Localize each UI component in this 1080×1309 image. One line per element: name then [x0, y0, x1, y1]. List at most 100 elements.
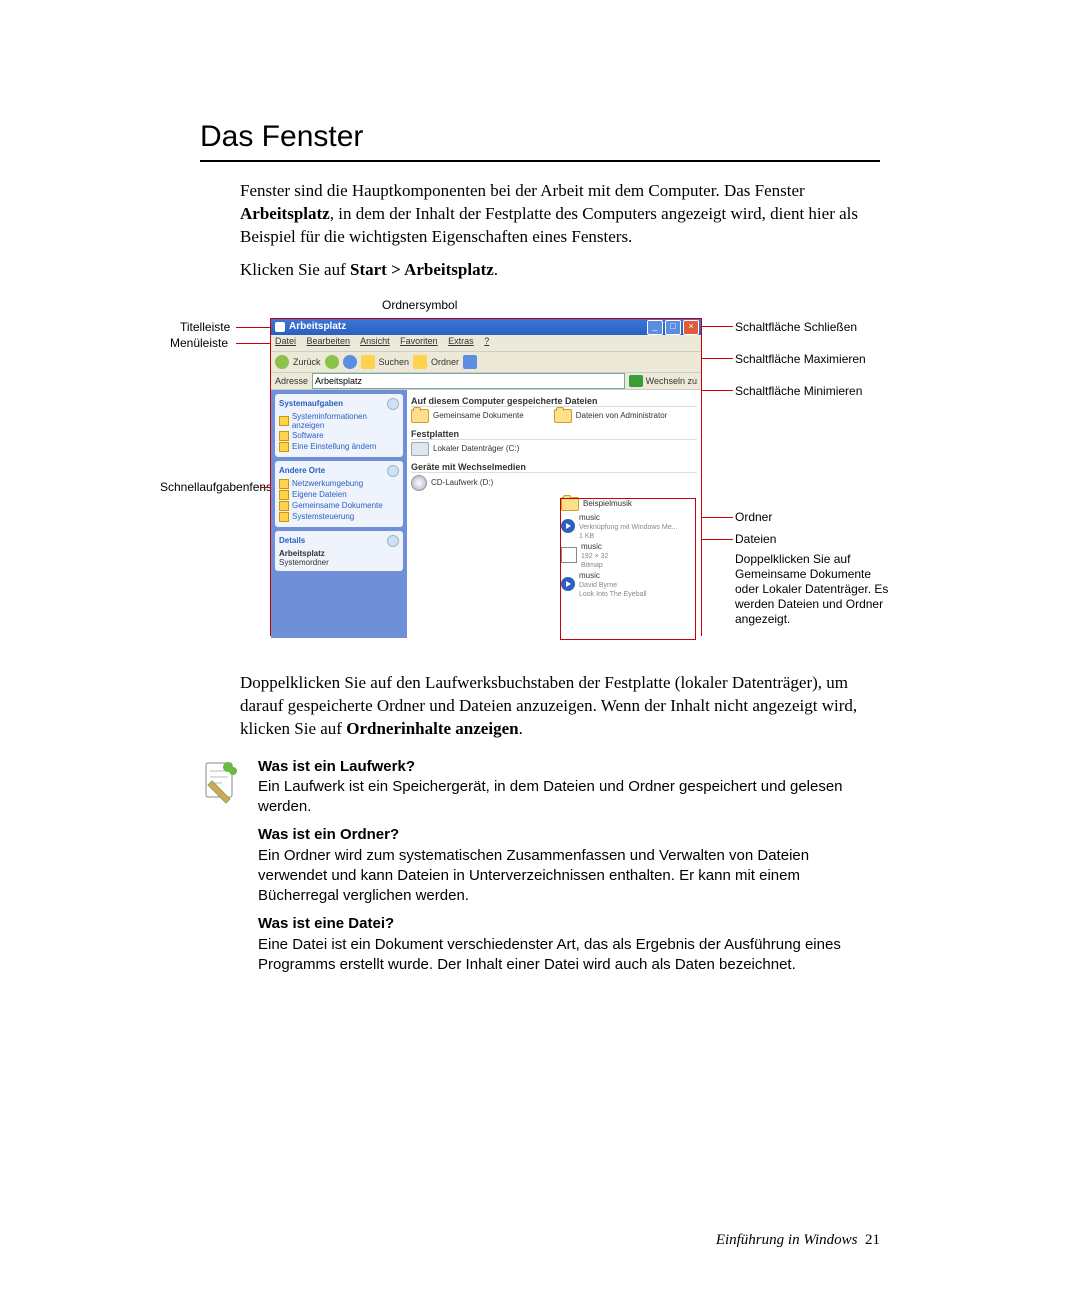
- callout-schnellaufgaben: Schnellaufgabenfenster: [160, 480, 265, 495]
- menu-item[interactable]: Datei: [275, 336, 296, 346]
- section-header: Festplatten: [411, 429, 697, 440]
- file-item[interactable]: musicDavid ByrneLook Into The Eyeball: [561, 571, 697, 598]
- toolbar-search-label: Suchen: [379, 357, 410, 367]
- paragraph: Doppelklicken Sie auf den Laufwerksbuchs…: [240, 672, 880, 741]
- back-icon[interactable]: [275, 355, 289, 369]
- section-header: Auf diesem Computer gespeicherte Dateien: [411, 396, 697, 407]
- drive-item[interactable]: Lokaler Datenträger (C:): [411, 442, 519, 456]
- cd-icon: [411, 475, 427, 491]
- bitmap-icon: [561, 547, 577, 563]
- callout-min: Schaltfläche Minimieren: [735, 384, 885, 399]
- callout-line: [236, 343, 270, 344]
- window-icon: [275, 322, 285, 332]
- intro-bold: Start > Arbeitsplatz: [350, 260, 494, 279]
- task-pane: Systemaufgaben Systeminformationen anzei…: [271, 390, 407, 638]
- callout-ordnersymbol: Ordnersymbol: [382, 298, 457, 312]
- folder-item[interactable]: Gemeinsame Dokumente: [411, 409, 524, 423]
- menu-item[interactable]: Ansicht: [360, 336, 390, 346]
- go-label: Wechseln zu: [646, 376, 697, 386]
- panel-header: Andere Orte: [279, 466, 325, 475]
- menu-item[interactable]: Favoriten: [400, 336, 438, 346]
- folder-icon: [554, 409, 572, 423]
- intro-text: .: [494, 260, 498, 279]
- section-header: Geräte mit Wechselmedien: [411, 462, 697, 473]
- up-icon[interactable]: [343, 355, 357, 369]
- panel-systemaufgaben: Systemaufgaben Systeminformationen anzei…: [275, 394, 403, 457]
- def-answer: Eine Datei ist ein Dokument verschiedens…: [258, 935, 880, 976]
- content-pane: Auf diesem Computer gespeicherte Dateien…: [407, 390, 701, 638]
- menu-item[interactable]: Extras: [448, 336, 474, 346]
- intro-text: Klicken Sie auf: [240, 260, 350, 279]
- callout-close: Schaltfläche Schließen: [735, 320, 885, 335]
- callout-line: [701, 390, 733, 391]
- folders-icon[interactable]: [413, 355, 427, 369]
- window-arbeitsplatz: Arbeitsplatz _ □ × Datei Bearbeiten Ansi…: [270, 318, 702, 636]
- media-icon: [561, 577, 575, 591]
- callout-max: Schaltfläche Maximieren: [735, 352, 885, 367]
- callout-line: [701, 358, 733, 359]
- folder-icon: [411, 409, 429, 423]
- callout-menuleiste: Menüleiste: [170, 336, 228, 351]
- annotated-figure: Ordnersymbol Titelleiste Menüleiste Schn…: [160, 302, 920, 642]
- window-titlebar: Arbeitsplatz _ □ ×: [271, 319, 701, 335]
- menu-item[interactable]: Bearbeiten: [307, 336, 351, 346]
- toolbar-back-label: Zurück: [293, 357, 321, 367]
- callout-line: [236, 327, 270, 328]
- callout-titelleiste: Titelleiste: [180, 320, 230, 335]
- panel-header: Systemaufgaben: [279, 399, 343, 408]
- details-title: Arbeitsplatz: [279, 549, 399, 558]
- views-icon[interactable]: [463, 355, 477, 369]
- task-link[interactable]: Eine Einstellung ändern: [279, 442, 399, 452]
- task-link[interactable]: Software: [279, 431, 399, 441]
- menu-item[interactable]: ?: [484, 336, 489, 346]
- intro-bold: Arbeitsplatz: [240, 204, 330, 223]
- minimize-button[interactable]: _: [647, 320, 663, 335]
- page-title: Das Fenster: [200, 120, 880, 154]
- panel-header: Details: [279, 536, 305, 545]
- menu-bar: Datei Bearbeiten Ansicht Favoriten Extra…: [271, 335, 701, 352]
- def-question: Was ist ein Ordner?: [258, 825, 880, 845]
- intro-block: Fenster sind die Hauptkomponenten bei de…: [240, 180, 880, 282]
- task-link[interactable]: Netzwerkumgebung: [279, 479, 399, 489]
- def-question: Was ist ein Laufwerk?: [258, 757, 880, 777]
- task-link[interactable]: Systeminformationen anzeigen: [279, 412, 399, 430]
- intro-text: Fenster sind die Hauptkomponenten bei de…: [240, 181, 805, 200]
- folder-item[interactable]: Beispielmusik: [561, 497, 697, 511]
- details-sub: Systemordner: [279, 558, 399, 567]
- panel-andere-orte: Andere Orte Netzwerkumgebung Eigene Date…: [275, 461, 403, 527]
- def-question: Was ist eine Datei?: [258, 914, 880, 934]
- callout-files: Dateien: [735, 532, 776, 547]
- page-footer: Einführung in Windows 21: [716, 1232, 880, 1249]
- task-link[interactable]: Eigene Dateien: [279, 490, 399, 500]
- chevron-icon[interactable]: [387, 535, 399, 547]
- heading-rule: [200, 160, 880, 162]
- intro-text: , in dem der Inhalt der Festplatte des C…: [240, 204, 858, 246]
- address-input[interactable]: [312, 373, 625, 389]
- media-icon: [561, 519, 575, 533]
- address-bar: Adresse Wechseln zu: [271, 373, 701, 390]
- go-button[interactable]: [629, 375, 643, 387]
- task-link[interactable]: Systemsteuerung: [279, 512, 399, 522]
- task-link[interactable]: Gemeinsame Dokumente: [279, 501, 399, 511]
- window-title: Arbeitsplatz: [289, 321, 346, 332]
- definitions-block: Was ist ein Laufwerk? Ein Laufwerk ist e…: [200, 757, 880, 976]
- cd-item[interactable]: CD-Laufwerk (D:): [411, 475, 493, 491]
- file-item[interactable]: music192 × 32Bitmap: [561, 542, 697, 569]
- maximize-button[interactable]: □: [665, 320, 681, 335]
- forward-icon[interactable]: [325, 355, 339, 369]
- callout-folder: Ordner: [735, 510, 772, 525]
- close-button[interactable]: ×: [683, 320, 699, 335]
- note-icon: [200, 759, 240, 976]
- address-label: Adresse: [275, 376, 308, 386]
- callout-dbl: Doppelklicken Sie auf Gemeinsame Dokumen…: [735, 552, 895, 627]
- chevron-icon[interactable]: [387, 465, 399, 477]
- search-icon[interactable]: [361, 355, 375, 369]
- folder-item[interactable]: Dateien von Administrator: [554, 409, 668, 423]
- chevron-icon[interactable]: [387, 398, 399, 410]
- toolbar: Zurück Suchen Ordner: [271, 352, 701, 373]
- def-answer: Ein Laufwerk ist ein Speichergerät, in d…: [258, 777, 880, 818]
- file-item[interactable]: musicVerknüpfung mit Windows Me...1 KB: [561, 513, 697, 540]
- def-answer: Ein Ordner wird zum systematischen Zusam…: [258, 846, 880, 907]
- drive-icon: [411, 442, 429, 456]
- toolbar-folders-label: Ordner: [431, 357, 459, 367]
